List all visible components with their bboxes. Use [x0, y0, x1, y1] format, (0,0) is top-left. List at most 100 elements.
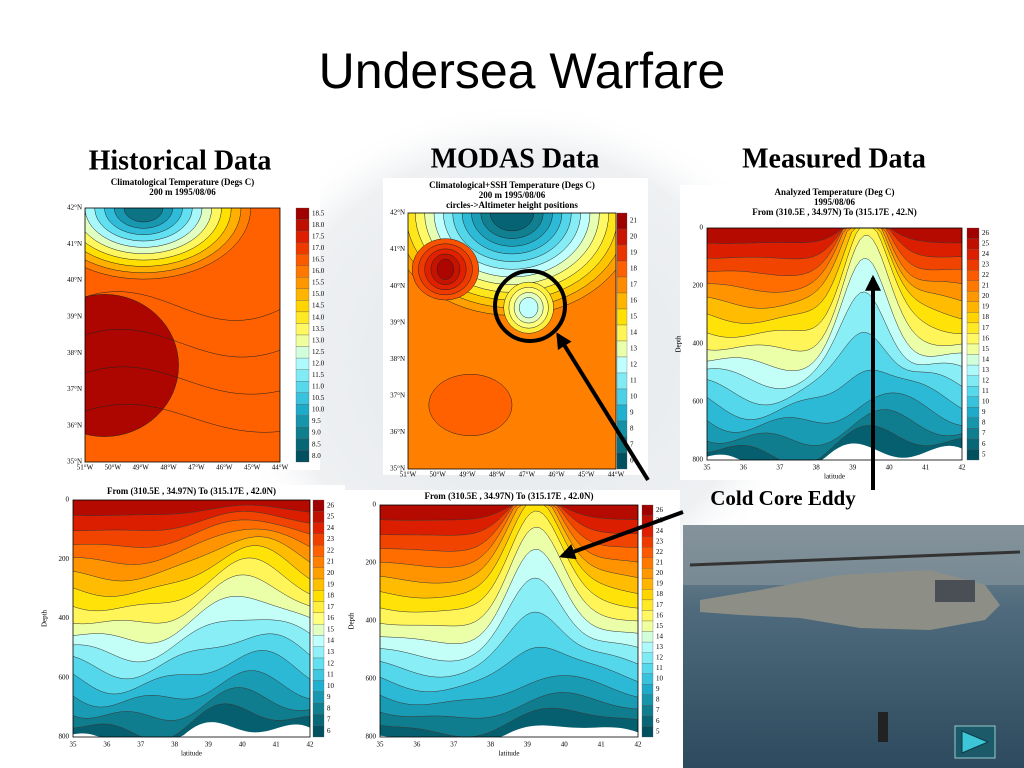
colorbar-label: 18.0	[312, 221, 325, 229]
colorbar-label: 18.5	[312, 209, 325, 217]
colorbar-label: 21	[982, 282, 990, 290]
depth-tick-label: 200	[693, 282, 704, 290]
contour-band	[707, 291, 962, 405]
plot-title: From (310.5E , 34.97N) To (315.17E , 42.…	[424, 491, 593, 501]
colorbar-cell	[616, 212, 628, 230]
colorbar-label: 20	[630, 233, 638, 241]
contour-line	[379, 504, 639, 536]
contour-band	[380, 505, 638, 584]
contour-band	[73, 650, 310, 708]
plot-frame	[379, 504, 639, 738]
contour-line	[706, 227, 963, 338]
contour-band	[73, 519, 310, 565]
colorbar-cell	[616, 324, 628, 342]
lat-tick-label: 39	[524, 741, 532, 749]
contour-band	[707, 409, 962, 460]
colorbar-label: 22	[982, 271, 990, 279]
contour-band	[707, 235, 962, 371]
colorbar-cell	[312, 578, 325, 591]
contour-band	[73, 545, 310, 611]
lat-tick-label: 39	[849, 464, 857, 472]
plot-title: Climatological+SSH Temperature (Degs C)	[429, 180, 595, 190]
contour-band	[73, 557, 310, 624]
colorbar-cell	[295, 404, 310, 416]
colorbar-cell	[295, 346, 310, 359]
lat-tick-label: 42°N	[67, 204, 82, 212]
plot-frame	[84, 207, 281, 463]
depth-tick-label: 0	[700, 224, 704, 232]
lat-tick-label: 40	[239, 741, 247, 749]
contour-band	[380, 647, 638, 705]
contour-band	[380, 505, 638, 568]
contour-line	[85, 291, 280, 321]
contour-line	[72, 545, 311, 597]
colorbar-label: 11.5	[312, 371, 324, 379]
colorbar-cell	[312, 612, 325, 625]
colorbar-cell	[312, 714, 325, 726]
colorbar-cell	[641, 726, 654, 738]
colorbar-label: 10	[656, 675, 664, 683]
lon-tick-label: 51°W	[77, 464, 94, 472]
contour-band	[707, 228, 962, 293]
contour-line	[85, 366, 280, 395]
colorbar-cell	[966, 312, 980, 324]
colorbar-label: 7	[982, 429, 986, 437]
contour-band	[380, 505, 638, 613]
colorbar-label: 12	[656, 654, 664, 662]
contour-line	[379, 675, 639, 706]
lon-tick-label: 48°W	[160, 464, 177, 472]
colorbar-cell	[295, 427, 310, 440]
contour-line	[72, 574, 311, 625]
colorbar-cell	[641, 705, 654, 717]
colorbar-label: 14	[982, 355, 990, 363]
colorbar-label: 9	[982, 408, 986, 416]
plot-title: 200 m 1995/08/06	[149, 187, 216, 197]
contour-line	[706, 392, 963, 433]
section-panel: Analyzed Temperature (Deg C)1995/08/06Fr…	[675, 185, 1000, 481]
colorbar-label: 8	[982, 419, 986, 427]
contour-band	[380, 505, 638, 521]
colorbar-label: 6	[327, 727, 331, 735]
contour-line	[85, 404, 280, 433]
colorbar-label: 17.0	[312, 244, 325, 252]
colorbar-cell	[312, 522, 325, 535]
contour-band	[73, 529, 310, 581]
contour-line	[72, 670, 311, 708]
lat-tick-label: 40	[886, 464, 894, 472]
lat-tick-label: 39°N	[390, 318, 405, 326]
contour-line	[379, 577, 639, 662]
colorbar-label: 8	[656, 696, 660, 704]
heading: Measured Data	[742, 143, 926, 174]
contour-line	[379, 526, 639, 627]
lon-tick-label: 46°W	[548, 471, 565, 479]
colorbar-cell	[295, 381, 310, 393]
lon-tick-label: 51°W	[400, 471, 417, 479]
lat-tick-label: 38	[171, 741, 179, 749]
colorbar-label: 11	[656, 664, 663, 672]
lat-tick-label: 35	[377, 741, 385, 749]
contour-line	[706, 227, 963, 309]
colorbar-cell	[295, 369, 310, 382]
colorbar-cell	[966, 375, 980, 387]
lon-tick-label: 49°W	[459, 471, 476, 479]
contour-line	[72, 536, 311, 582]
colorbar-label: 17	[656, 601, 664, 609]
lat-tick-label: 40°N	[390, 282, 405, 290]
eddy-circle	[493, 269, 567, 343]
colorbar-label: 20	[656, 569, 664, 577]
colorbar-cell	[616, 244, 628, 262]
colorbar-cell	[966, 259, 980, 271]
plot-title: 200 m 1995/08/06	[479, 190, 546, 200]
colorbar-label: 16	[327, 614, 335, 622]
colorbar-cell	[966, 396, 980, 408]
contour-line	[379, 504, 639, 568]
colorbar-cell	[312, 646, 325, 659]
colorbar-cell	[295, 323, 310, 336]
rotor	[689, 550, 1021, 567]
depth-tick-label: 400	[59, 614, 70, 622]
lat-tick-label: 42	[959, 464, 967, 472]
lon-tick-label: 46°W	[216, 464, 233, 472]
colorbar-cell	[641, 663, 654, 674]
contour-band	[73, 536, 310, 597]
